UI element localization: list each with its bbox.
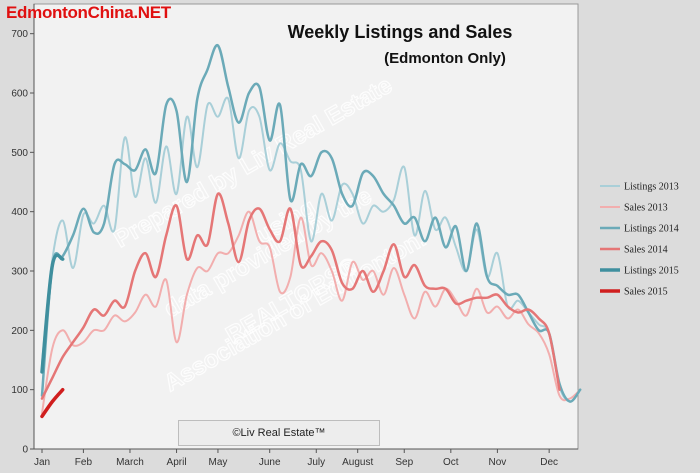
legend-label: Sales 2014 — [624, 245, 668, 256]
x-tick-label: April — [167, 457, 187, 468]
x-tick-label: June — [259, 457, 281, 468]
legend: Listings 2013 Sales 2013 Listings 2014 Sale… — [600, 182, 679, 298]
x-tick-label: Feb — [75, 457, 93, 468]
legend-label: Listings 2014 — [624, 224, 679, 235]
credit-box: ©Liv Real Estate™ — [178, 420, 380, 446]
x-tick-label: Sep — [395, 457, 413, 468]
legend-label: Sales 2015 — [624, 287, 668, 298]
x-tick-label: Nov — [489, 457, 507, 468]
y-axis-ticks: 0 100 200 300 400 500 600 700 — [11, 29, 34, 456]
series-line-sales-2015 — [40, 387, 65, 419]
series-line-listings-2014 — [40, 44, 582, 403]
x-tick-label: May — [208, 457, 227, 468]
legend-label: Listings 2015 — [624, 266, 679, 277]
chart-subtitle: (Edmonton Only) — [384, 50, 506, 67]
chart-title: Weekly Listings and Sales — [287, 22, 513, 42]
y-tick-label: 100 — [11, 385, 28, 396]
series-line-listings-2015 — [40, 253, 65, 374]
legend-label: Sales 2013 — [624, 203, 668, 214]
legend-label: Listings 2013 — [624, 182, 679, 193]
x-tick-label: July — [307, 457, 325, 468]
plot-area — [33, 3, 579, 450]
y-tick-label: 600 — [11, 89, 28, 100]
x-tick-label: Jan — [34, 457, 50, 468]
y-tick-label: 300 — [11, 267, 28, 278]
x-tick-label: March — [116, 457, 144, 468]
y-tick-label: 700 — [11, 29, 28, 40]
x-tick-label: Dec — [540, 457, 558, 468]
y-tick-label: 200 — [11, 326, 28, 337]
series-line-sales-2014 — [40, 192, 561, 400]
site-tag[interactable]: EdmontonChina.NET — [6, 3, 171, 22]
x-tick-label: Oct — [443, 457, 459, 468]
y-tick-label: 0 — [22, 445, 28, 456]
series-layer — [40, 44, 582, 419]
y-tick-label: 500 — [11, 148, 28, 159]
series-line-sales-2013 — [41, 210, 582, 415]
x-tick-label: August — [342, 457, 373, 468]
y-tick-label: 400 — [11, 207, 28, 218]
x-axis-ticks: Jan Feb March April May June July August Sep Oct N… — [34, 449, 558, 468]
